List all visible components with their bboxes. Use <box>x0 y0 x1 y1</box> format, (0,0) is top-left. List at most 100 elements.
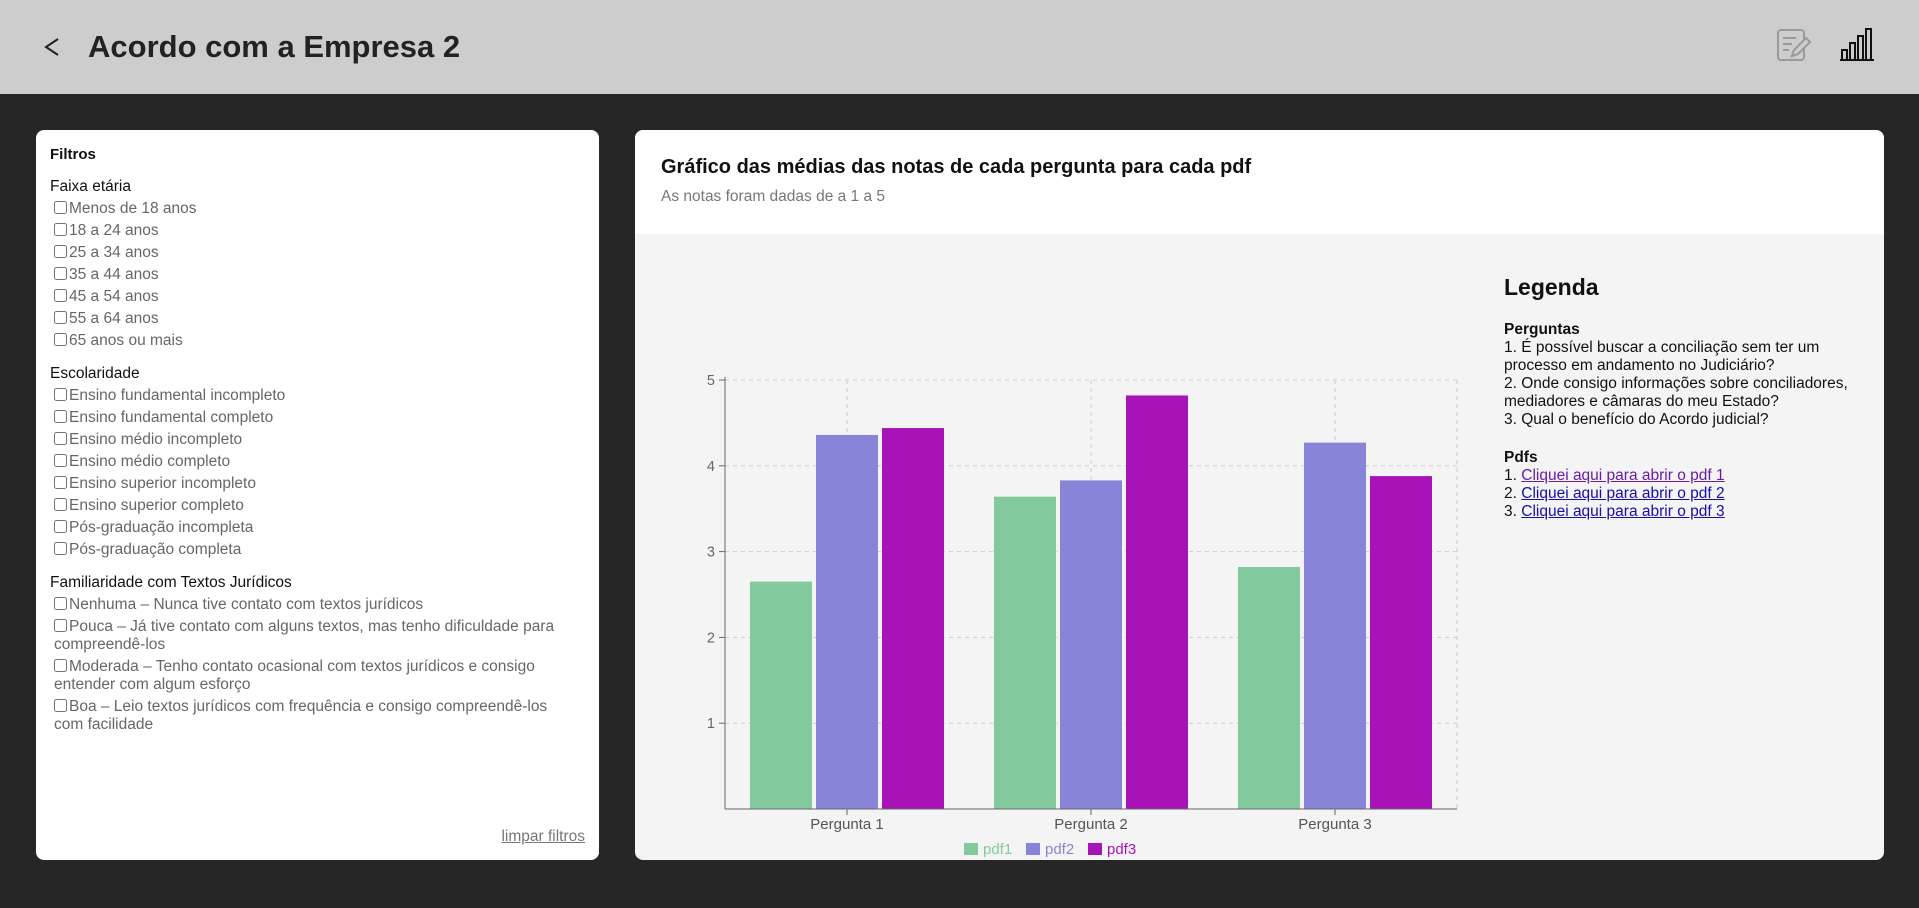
legend-box: Legenda Perguntas 1. É possível buscar a… <box>1504 274 1874 521</box>
page-title: Acordo com a Empresa 2 <box>88 29 461 64</box>
filter-checkbox[interactable] <box>54 520 67 533</box>
filter-group: Familiaridade com Textos Jurídicos Nenhum… <box>50 573 585 734</box>
filter-checkbox[interactable] <box>54 410 67 423</box>
filter-option-label: Ensino fundamental completo <box>69 409 274 426</box>
filter-checkbox[interactable] <box>54 311 67 324</box>
back-button[interactable] <box>38 26 68 66</box>
bar-pdf3[interactable] <box>1126 395 1188 809</box>
filter-option[interactable]: Ensino fundamental completo <box>50 409 585 427</box>
filter-option[interactable]: 35 a 44 anos <box>50 266 585 284</box>
filter-group: Faixa etária Menos de 18 anos 18 a 24 anos… <box>50 177 585 350</box>
filter-option[interactable]: Pouca – Já tive contato com alguns texto… <box>50 618 585 654</box>
filter-option[interactable]: Boa – Leio textos jurídicos com frequênc… <box>50 698 585 734</box>
filter-option[interactable]: 55 a 64 anos <box>50 310 585 328</box>
filter-option[interactable]: Ensino médio completo <box>50 453 585 471</box>
question-item: 2. Onde consigo informações sobre concil… <box>1504 375 1848 410</box>
filter-checkbox[interactable] <box>54 659 67 672</box>
filter-option[interactable]: Moderada – Tenho contato ocasional com t… <box>50 658 585 694</box>
filter-checkbox[interactable] <box>54 597 67 610</box>
filter-option-label: Ensino superior completo <box>69 497 244 514</box>
filter-option[interactable]: Pós-graduação completa <box>50 541 585 559</box>
filter-option[interactable]: Menos de 18 anos <box>50 200 585 218</box>
filter-option-label: Ensino médio incompleto <box>69 431 243 448</box>
filter-option[interactable]: Ensino superior completo <box>50 497 585 515</box>
filter-option[interactable]: 45 a 54 anos <box>50 288 585 306</box>
filter-checkbox[interactable] <box>54 201 67 214</box>
filter-option[interactable]: Pós-graduação incompleta <box>50 519 585 537</box>
chart-subtitle: As notas foram dadas de a 1 a 5 <box>661 188 886 205</box>
filter-group-title: Faixa etária <box>50 178 131 195</box>
filter-checkbox[interactable] <box>54 223 67 236</box>
filter-checkbox[interactable] <box>54 619 67 632</box>
x-tick-label: Pergunta 3 <box>1298 816 1371 833</box>
questions-title: Perguntas <box>1504 321 1580 338</box>
filter-option-label: Pouca – Já tive contato com alguns texto… <box>54 618 555 653</box>
filter-group-title: Familiaridade com Textos Jurídicos <box>50 574 292 591</box>
filter-checkbox[interactable] <box>54 289 67 302</box>
bar-pdf3[interactable] <box>1370 476 1432 809</box>
filter-option[interactable]: Ensino superior incompleto <box>50 475 585 493</box>
filters-title: Filtros <box>50 146 96 163</box>
bar-pdf2[interactable] <box>1060 480 1122 809</box>
y-tick-label: 2 <box>707 630 715 646</box>
bar-pdf1[interactable] <box>750 581 812 809</box>
legend-label-pdf2[interactable]: pdf2 <box>1045 841 1074 858</box>
filter-option[interactable]: Nenhuma – Nunca tive contato com textos … <box>50 596 585 614</box>
bar-chart-icon <box>1840 28 1874 61</box>
questions-section: Perguntas 1. É possível buscar a concili… <box>1504 321 1874 429</box>
filter-option-label: Ensino fundamental incompleto <box>69 387 286 404</box>
chart-header: Gráfico das médias das notas de cada per… <box>635 130 1884 234</box>
pdf-link-item: 3. Cliquei aqui para abrir o pdf 3 <box>1504 503 1874 521</box>
legend-title: Legenda <box>1504 274 1599 300</box>
filter-checkbox[interactable] <box>54 454 67 467</box>
filter-checkbox[interactable] <box>54 432 67 445</box>
filter-checkbox[interactable] <box>54 699 67 712</box>
bar-pdf2[interactable] <box>816 434 878 809</box>
filter-checkbox[interactable] <box>54 476 67 489</box>
filter-checkbox[interactable] <box>54 542 67 555</box>
pdf-link-item: 1. Cliquei aqui para abrir o pdf 1 <box>1504 467 1874 485</box>
bar-pdf2[interactable] <box>1304 442 1366 809</box>
pdfs-title: Pdfs <box>1504 449 1538 466</box>
filter-option[interactable]: 65 anos ou mais <box>50 332 585 350</box>
filter-option-label: Pós-graduação completa <box>69 541 242 558</box>
back-arrow-icon <box>44 38 59 56</box>
bar-pdf1[interactable] <box>994 496 1056 809</box>
filter-option-label: Moderada – Tenho contato ocasional com t… <box>54 658 535 693</box>
pdf-link[interactable]: Cliquei aqui para abrir o pdf 1 <box>1521 467 1725 484</box>
filter-checkbox[interactable] <box>54 245 67 258</box>
bar-chart: 1 2 3 4 5 Pergunta 1 Pergunta 2 Pergunta 3 pdf1 p… <box>707 373 1458 858</box>
top-bar: Acordo com a Empresa 2 <box>0 0 1919 94</box>
filter-option-label: 65 anos ou mais <box>69 332 183 349</box>
clear-filters-link[interactable]: limpar filtros <box>501 828 585 845</box>
filter-option[interactable]: Ensino fundamental incompleto <box>50 387 585 405</box>
filter-option[interactable]: 18 a 24 anos <box>50 222 585 240</box>
edit-button[interactable] <box>1774 26 1812 64</box>
filter-checkbox[interactable] <box>54 498 67 511</box>
pdf-link[interactable]: Cliquei aqui para abrir o pdf 3 <box>1521 503 1725 520</box>
y-tick-label: 5 <box>707 373 715 389</box>
filter-option-label: Nenhuma – Nunca tive contato com textos … <box>69 596 424 613</box>
filter-option-label: Menos de 18 anos <box>69 200 197 217</box>
y-tick-label: 1 <box>707 716 715 732</box>
filter-option-label: 25 a 34 anos <box>69 244 159 261</box>
filter-option[interactable]: 25 a 34 anos <box>50 244 585 262</box>
filter-checkbox[interactable] <box>54 333 67 346</box>
stats-button[interactable] <box>1838 26 1876 64</box>
filter-checkbox[interactable] <box>54 388 67 401</box>
y-tick-label: 3 <box>707 545 715 561</box>
legend-label-pdf1[interactable]: pdf1 <box>983 841 1012 858</box>
bar-pdf3[interactable] <box>882 428 944 809</box>
bar-pdf1[interactable] <box>1238 567 1300 809</box>
filter-group-title: Escolaridade <box>50 365 140 382</box>
pdf-link[interactable]: Cliquei aqui para abrir o pdf 2 <box>1521 485 1725 502</box>
filter-option[interactable]: Ensino médio incompleto <box>50 431 585 449</box>
filter-groups: Faixa etária Menos de 18 anos 18 a 24 anos… <box>50 177 585 734</box>
question-item: 3. Qual o benefício do Acordo judicial? <box>1504 411 1769 428</box>
y-tick-label: 4 <box>707 459 715 475</box>
legend-label-pdf3[interactable]: pdf3 <box>1107 841 1136 858</box>
filter-option-label: 18 a 24 anos <box>69 222 159 239</box>
filter-option-label: Boa – Leio textos jurídicos com frequênc… <box>54 698 548 733</box>
filter-checkbox[interactable] <box>54 267 67 280</box>
